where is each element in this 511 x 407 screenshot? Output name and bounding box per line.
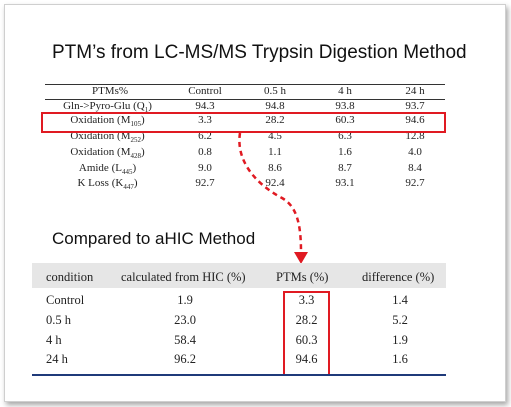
table1-cell: 93.7 [405, 100, 425, 112]
table1-cell: 1.6 [338, 146, 352, 158]
section-subtitle: Compared to aHIC Method [52, 229, 256, 248]
table1-cell: 4.5 [268, 130, 282, 142]
table2-header-difference: difference (%) [362, 270, 435, 284]
table1-row-label: Oxidation (M105) [70, 114, 145, 129]
slide-title: PTM’s from LC-MS/MS Trypsin Digestion Me… [52, 42, 467, 63]
table2-condition-cell: 4 h [46, 333, 62, 347]
table1-row-label: Amide (L445) [78, 162, 137, 177]
table1-cell: 60.3 [335, 114, 355, 126]
table1-row-label: K Loss (K447) [77, 177, 138, 192]
arrow-head-icon [294, 252, 308, 264]
table2-hic-cell: 1.9 [177, 293, 193, 307]
table2-ptms-cell: 28.2 [295, 313, 318, 327]
table1-top-rule [45, 84, 445, 85]
table1-cell: 6.2 [198, 130, 212, 142]
table2-header-band [32, 263, 446, 288]
table1-cell: 6.3 [338, 130, 352, 142]
table2-difference-cell: 5.2 [392, 313, 408, 327]
table1-header-24h: 24 h [405, 85, 425, 97]
table1-cell: 8.6 [268, 162, 282, 174]
table1-cell: 93.1 [335, 177, 355, 189]
table1-cell: 12.8 [405, 130, 425, 142]
slide-card [4, 4, 506, 402]
table1-row-label: Oxidation (M252) [70, 130, 145, 145]
table1-header-05h: 0.5 h [264, 85, 286, 97]
table1-cell: 94.8 [265, 100, 285, 112]
oxidation-m105-highlight-box [41, 112, 446, 133]
dashed-arrow-line [238, 132, 303, 253]
table2-ptms-cell: 3.3 [298, 293, 315, 307]
table2-condition-cell: 24 h [46, 352, 68, 366]
table2-header-hic: calculated from HIC (%) [121, 270, 246, 284]
table2-bottom-rule [32, 374, 446, 376]
table2-ptms-cell: 60.3 [295, 333, 318, 347]
table1-header-control: Control [188, 85, 222, 97]
table2-difference-cell: 1.9 [392, 333, 408, 347]
table2-hic-cell: 23.0 [174, 313, 196, 327]
table1-cell: 0.8 [198, 146, 212, 158]
table2-difference-cell: 1.6 [392, 352, 408, 366]
table1-cell: 94.6 [405, 114, 425, 126]
table1-cell: 94.3 [195, 100, 215, 112]
table1-cell: 3.3 [198, 114, 212, 126]
table1-row-label: Oxidation (M428) [70, 146, 145, 161]
table1-cell: 92.4 [265, 177, 285, 189]
table1-cell: 92.7 [405, 177, 425, 189]
table2-hic-cell: 58.4 [174, 333, 196, 347]
table1-cell: 8.7 [338, 162, 352, 174]
table1-header-rule [45, 99, 445, 100]
ptms-column-highlight-box [283, 291, 330, 376]
table2-header-ptms: PTMs (%) [276, 270, 329, 284]
table2-ptms-cell: 94.6 [295, 352, 318, 366]
table1-header-ptms: PTMs% [91, 85, 129, 97]
table2-condition-cell: Control [46, 293, 85, 307]
table2-hic-cell: 96.2 [174, 352, 196, 366]
table2-difference-cell: 1.4 [392, 293, 408, 307]
table1-cell: 1.1 [268, 146, 282, 158]
table1-cell: 4.0 [408, 146, 422, 158]
table2-header-condition: condition [46, 270, 94, 284]
table1-header-4h: 4 h [338, 85, 352, 97]
table1-cell: 28.2 [265, 114, 285, 126]
table1-cell: 92.7 [195, 177, 215, 189]
table1-cell: 93.8 [335, 100, 355, 112]
table1-cell: 8.4 [408, 162, 422, 174]
table2-condition-cell: 0.5 h [46, 313, 71, 327]
table1-row-label: Gln->Pyro-Glu (Q1) [63, 100, 152, 115]
table1-cell: 9.0 [198, 162, 212, 174]
